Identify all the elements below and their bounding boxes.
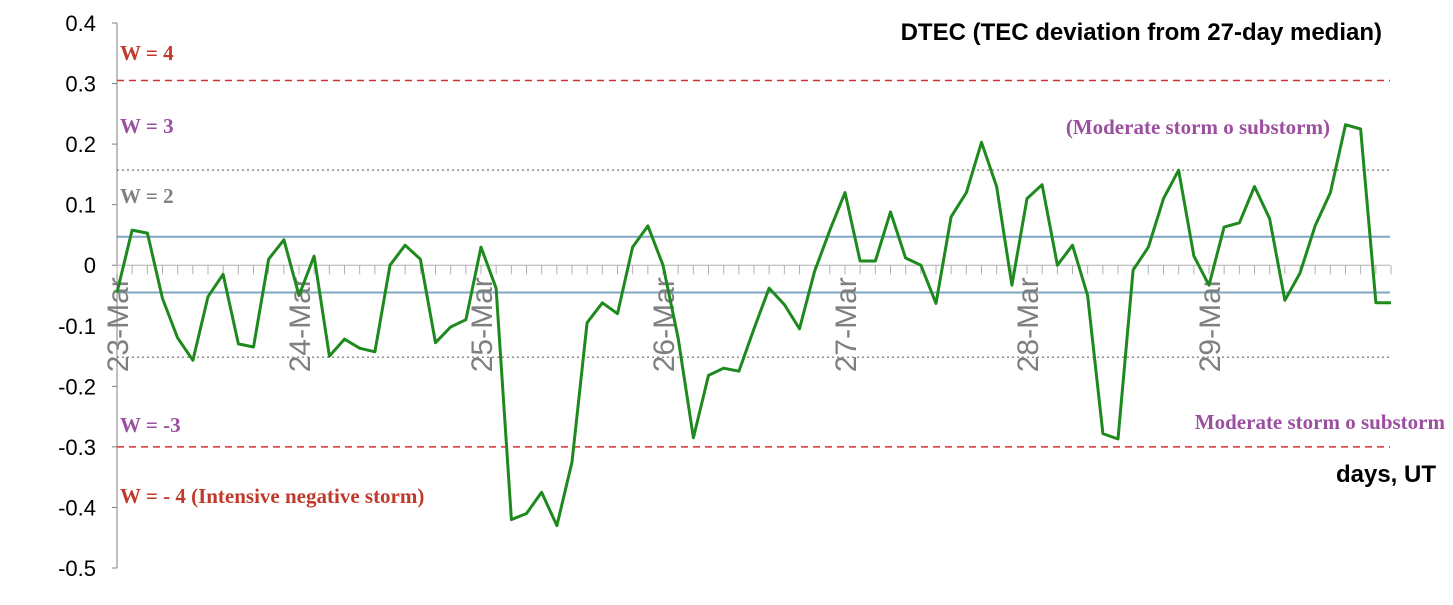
y-tick-label: -0.4: [58, 495, 96, 520]
x-tick-label: 29-Mar: [1194, 277, 1227, 372]
y-tick-label: -0.2: [58, 374, 96, 399]
x-axis-label: days, UT: [1336, 461, 1436, 488]
annotation-label: W = -3: [120, 413, 181, 437]
annotation-label: W = - 4 (Intensive negative storm): [120, 484, 424, 508]
dtec-series-line: [115, 123, 1391, 528]
y-tick-label: 0: [84, 253, 96, 278]
annotation-label: Moderate storm o substorm: [1195, 410, 1446, 434]
y-tick-label: -0.1: [58, 314, 96, 339]
annotation-label: W = 3: [120, 114, 174, 138]
y-tick-label: 0.4: [65, 11, 96, 36]
y-tick-label: -0.5: [58, 556, 96, 581]
x-tick-label: 27-Mar: [830, 277, 863, 372]
y-tick-label: 0.3: [65, 72, 96, 97]
x-tick-label: 23-Mar: [102, 277, 135, 372]
y-tick-label: 0.1: [65, 193, 96, 218]
annotation-label: W = 4: [120, 41, 174, 65]
annotation-label: W = 2: [120, 184, 174, 208]
x-tick-label: 28-Mar: [1012, 277, 1045, 372]
y-tick-label: -0.3: [58, 435, 96, 460]
chart-title: DTEC (TEC deviation from 27-day median): [901, 19, 1382, 46]
annotation-label: (Moderate storm o substorm): [1066, 115, 1330, 139]
y-tick-label: 0.2: [65, 132, 96, 157]
